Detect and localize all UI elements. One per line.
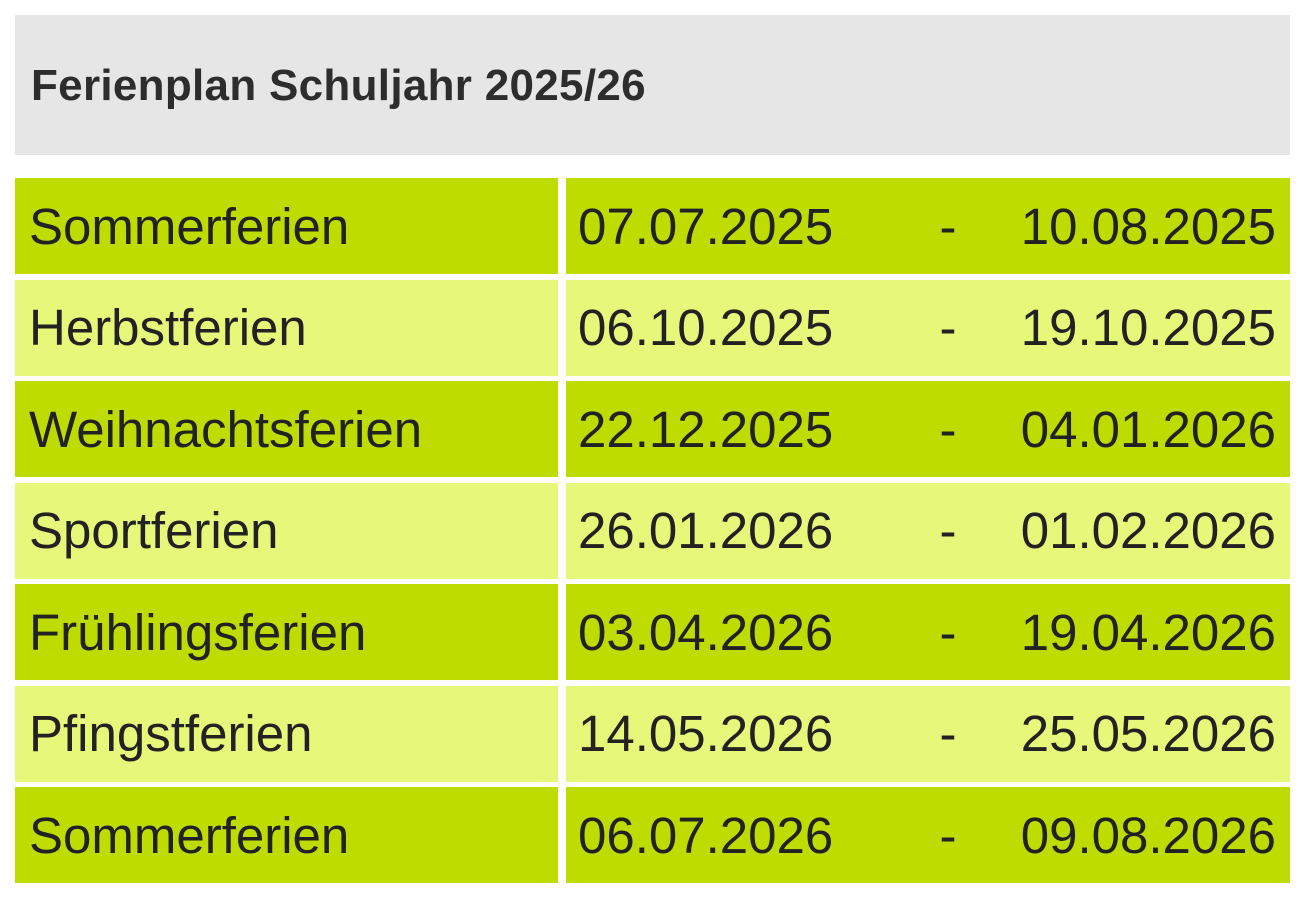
separator: - xyxy=(939,705,957,762)
end-date: 19.04.2026 xyxy=(1020,603,1276,661)
holiday-name: Frühlingsferien xyxy=(15,584,558,680)
holiday-name: Weihnachtsferien xyxy=(15,381,558,477)
table-row: Weihnachtsferien 22.12.2025 - 04.01.2026 xyxy=(15,381,1290,477)
start-date: 14.05.2026 xyxy=(578,705,834,762)
date-range: 14.05.2026 - 25.05.2026 xyxy=(566,685,1290,782)
table-row: Pfingstferien 14.05.2026 - 25.05.2026 xyxy=(15,685,1290,782)
holiday-name: Herbstferien xyxy=(15,279,558,376)
end-date: 09.08.2026 xyxy=(1020,806,1276,864)
end-date: 01.02.2026 xyxy=(1020,502,1276,559)
date-range: 06.10.2025 - 19.10.2025 xyxy=(566,279,1290,376)
separator: - xyxy=(939,299,957,356)
end-date: 04.01.2026 xyxy=(1020,400,1276,458)
date-range: 07.07.2025 - 10.08.2025 xyxy=(566,178,1290,274)
header: Ferienplan Schuljahr 2025/26 xyxy=(15,15,1290,155)
table-row: Sommerferien 07.07.2025 - 10.08.2025 xyxy=(15,178,1290,274)
start-date: 06.10.2025 xyxy=(578,299,834,356)
start-date: 26.01.2026 xyxy=(578,502,834,559)
start-date: 07.07.2025 xyxy=(578,197,834,255)
start-date: 22.12.2025 xyxy=(578,400,834,458)
holiday-name: Sommerferien xyxy=(15,787,558,883)
holiday-name: Sportferien xyxy=(15,482,558,579)
separator: - xyxy=(939,806,957,864)
separator: - xyxy=(939,400,957,458)
holiday-name: Pfingstferien xyxy=(15,685,558,782)
separator: - xyxy=(939,197,957,255)
date-range: 26.01.2026 - 01.02.2026 xyxy=(566,482,1290,579)
table-row: Herbstferien 06.10.2025 - 19.10.2025 xyxy=(15,279,1290,376)
date-range: 22.12.2025 - 04.01.2026 xyxy=(566,381,1290,477)
table-row: Sportferien 26.01.2026 - 01.02.2026 xyxy=(15,482,1290,579)
separator: - xyxy=(939,603,957,661)
title: Ferienplan Schuljahr 2025/26 xyxy=(31,61,646,110)
holiday-table: Sommerferien 07.07.2025 - 10.08.2025 Herbstf… xyxy=(15,178,1290,889)
table-row: Sommerferien 06.07.2026 - 09.08.2026 xyxy=(15,787,1290,883)
holiday-name: Sommerferien xyxy=(15,178,558,274)
end-date: 25.05.2026 xyxy=(1020,705,1276,762)
table-row: Frühlingsferien 03.04.2026 - 19.04.2026 xyxy=(15,584,1290,680)
start-date: 06.07.2026 xyxy=(578,806,834,864)
date-range: 06.07.2026 - 09.08.2026 xyxy=(566,787,1290,883)
date-range: 03.04.2026 - 19.04.2026 xyxy=(566,584,1290,680)
separator: - xyxy=(939,502,957,559)
start-date: 03.04.2026 xyxy=(578,603,834,661)
end-date: 10.08.2025 xyxy=(1020,197,1276,255)
end-date: 19.10.2025 xyxy=(1020,299,1276,356)
